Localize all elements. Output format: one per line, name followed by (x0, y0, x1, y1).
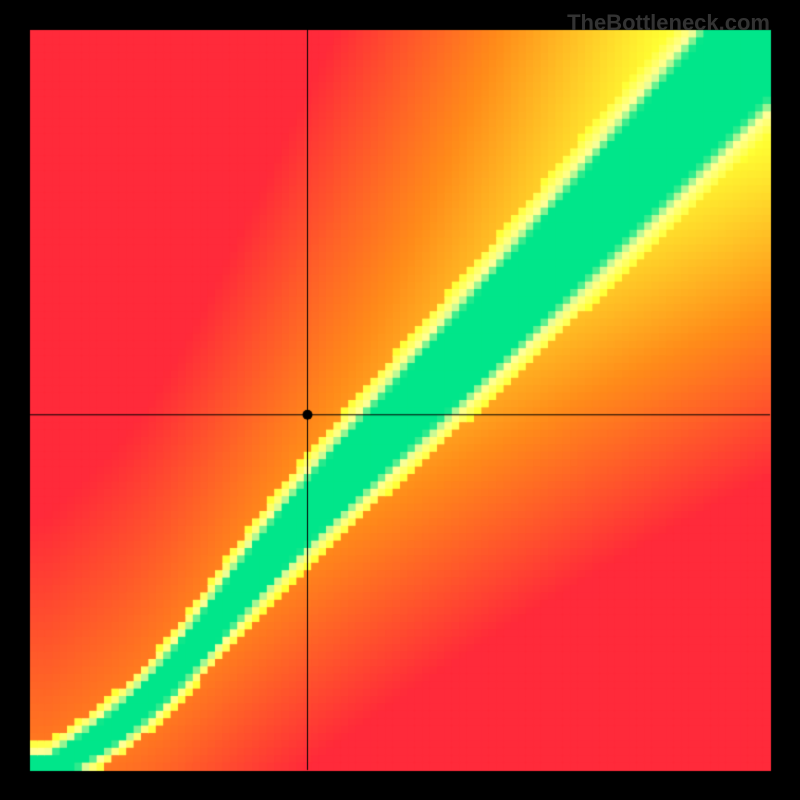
heatmap-canvas (0, 0, 800, 800)
chart-container: TheBottleneck.com (0, 0, 800, 800)
watermark-text: TheBottleneck.com (567, 10, 770, 36)
